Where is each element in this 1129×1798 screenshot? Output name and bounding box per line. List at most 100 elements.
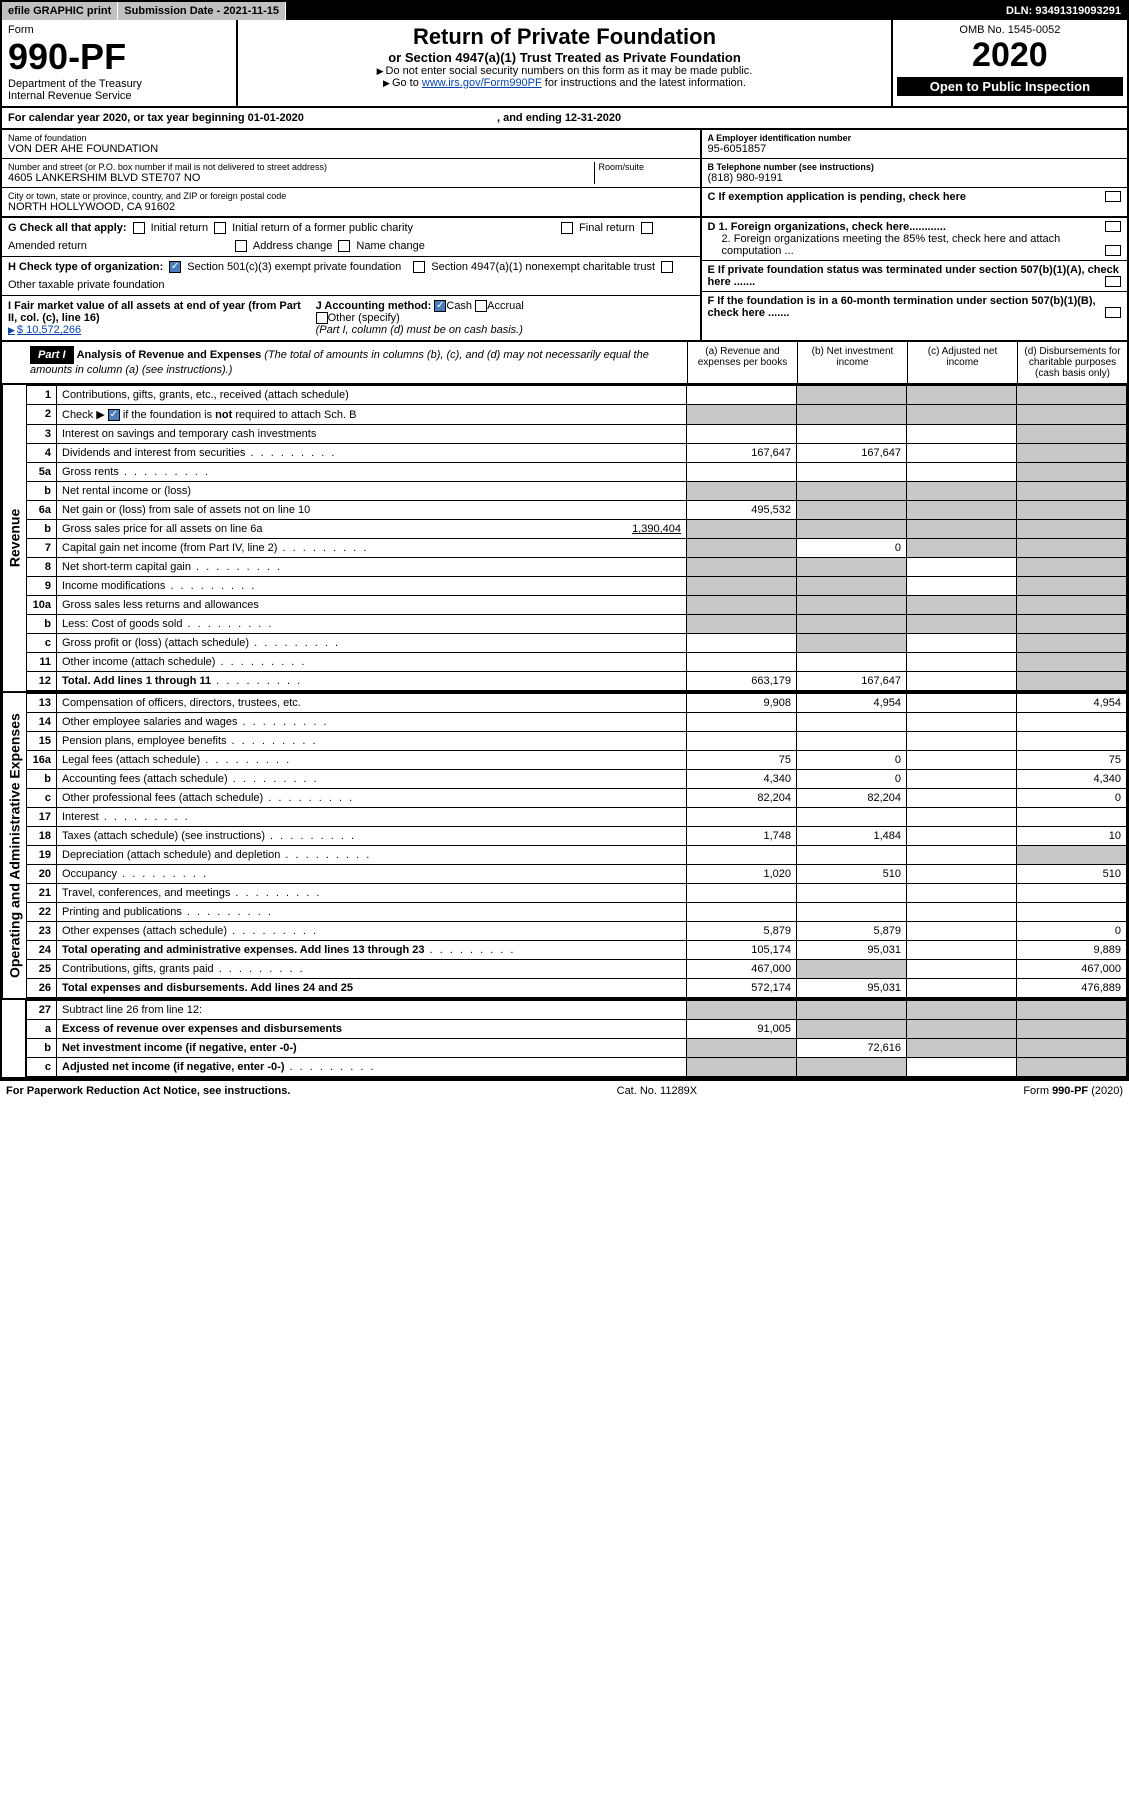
col-d-hdr: (d) Disbursements for charitable purpose…	[1017, 342, 1127, 383]
col-c-hdr: (c) Adjusted net income	[907, 342, 1017, 383]
opt-initial-former: Initial return of a former public charit…	[232, 222, 413, 234]
chk-cash[interactable]	[434, 300, 446, 312]
calendar-year: For calendar year 2020, or tax year begi…	[2, 108, 1127, 130]
line-6b-inline: 1,390,404	[632, 523, 681, 535]
expense-label: Operating and Administrative Expenses	[2, 693, 26, 998]
line-22: 22Printing and publications	[27, 903, 1127, 922]
expense-table: 13Compensation of officers, directors, t…	[26, 693, 1127, 998]
f-label: F If the foundation is in a 60-month ter…	[708, 295, 1096, 319]
line-24: 24Total operating and administrative exp…	[27, 941, 1127, 960]
part1-title-cell: Part I Analysis of Revenue and Expenses …	[26, 342, 687, 383]
opt-other-method: Other (specify)	[328, 312, 400, 324]
line-9: 9Income modifications	[27, 577, 1127, 596]
j-label: J Accounting method:	[316, 300, 432, 312]
top-bar: efile GRAPHIC print Submission Date - 20…	[2, 2, 1127, 20]
line-6b: bGross sales price for all assets on lin…	[27, 520, 1127, 539]
net-table: 27Subtract line 26 from line 12: aExcess…	[26, 1000, 1127, 1077]
d2-checkbox[interactable]	[1105, 245, 1121, 256]
calyear-end: , and ending 12-31-2020	[497, 112, 621, 124]
note2: Go to www.irs.gov/Form990PF for instruct…	[242, 77, 887, 89]
line-10c: cGross profit or (loss) (attach schedule…	[27, 634, 1127, 653]
f-checkbox[interactable]	[1105, 307, 1121, 318]
header-mid: Return of Private Foundation or Section …	[238, 20, 891, 106]
info-right: A Employer identification number 95-6051…	[700, 130, 1128, 216]
e-label: E If private foundation status was termi…	[708, 264, 1119, 288]
footer-left: For Paperwork Reduction Act Notice, see …	[6, 1085, 290, 1097]
part1-header: Part I Analysis of Revenue and Expenses …	[2, 342, 1127, 385]
chk-addr-change[interactable]	[235, 240, 247, 252]
line-12: 12Total. Add lines 1 through 11663,17916…	[27, 672, 1127, 691]
inspection-badge: Open to Public Inspection	[897, 77, 1123, 96]
j-note: (Part I, column (d) must be on cash basi…	[316, 324, 523, 336]
line-16c: cOther professional fees (attach schedul…	[27, 789, 1127, 808]
subtitle: or Section 4947(a)(1) Trust Treated as P…	[242, 50, 887, 65]
line-15: 15Pension plans, employee benefits	[27, 732, 1127, 751]
line-10a: 10aGross sales less returns and allowanc…	[27, 596, 1127, 615]
g-label: G Check all that apply:	[8, 222, 127, 234]
checks-grid: G Check all that apply: Initial return I…	[2, 218, 1127, 342]
chk-501c3[interactable]	[169, 261, 181, 273]
line-10b: bLess: Cost of goods sold	[27, 615, 1127, 634]
form-page: efile GRAPHIC print Submission Date - 20…	[0, 0, 1129, 1081]
opt-addr: Address change	[253, 240, 333, 252]
c-checkbox[interactable]	[1105, 191, 1121, 202]
d1-checkbox[interactable]	[1105, 221, 1121, 232]
efile-print-btn[interactable]: efile GRAPHIC print	[2, 2, 118, 20]
e-checkbox[interactable]	[1105, 276, 1121, 287]
i-label: I Fair market value of all assets at end…	[8, 300, 301, 324]
form-label: Form	[8, 24, 230, 36]
footer-mid: Cat. No. 11289X	[617, 1085, 698, 1097]
line-21: 21Travel, conferences, and meetings	[27, 884, 1127, 903]
chk-initial-former[interactable]	[214, 222, 226, 234]
title: Return of Private Foundation	[242, 24, 887, 50]
chk-schb[interactable]	[108, 409, 120, 421]
line-5a: 5aGross rents	[27, 463, 1127, 482]
chk-4947[interactable]	[413, 261, 425, 273]
ij-row: I Fair market value of all assets at end…	[2, 296, 700, 340]
line-23: 23Other expenses (attach schedule)5,8795…	[27, 922, 1127, 941]
phone-cell: B Telephone number (see instructions) (8…	[702, 159, 1128, 188]
opt-501c3: Section 501(c)(3) exempt private foundat…	[187, 261, 401, 273]
net-section: 27Subtract line 26 from line 12: aExcess…	[2, 1000, 1127, 1079]
line-3: 3Interest on savings and temporary cash …	[27, 425, 1127, 444]
header: Form 990-PF Department of the Treasury I…	[2, 20, 1127, 108]
chk-final[interactable]	[561, 222, 573, 234]
address-cell: Number and street (or P.O. box number if…	[2, 159, 700, 188]
opt-other-tax: Other taxable private foundation	[8, 279, 165, 291]
chk-name-change[interactable]	[338, 240, 350, 252]
footer: For Paperwork Reduction Act Notice, see …	[0, 1081, 1129, 1101]
irs-link[interactable]: www.irs.gov/Form990PF	[422, 77, 542, 89]
chk-accrual[interactable]	[475, 300, 487, 312]
part1-title: Analysis of Revenue and Expenses	[77, 349, 262, 361]
chk-initial[interactable]	[133, 222, 145, 234]
i-value[interactable]: $ 10,572,266	[8, 324, 81, 336]
chk-other-method[interactable]	[316, 312, 328, 324]
d-cell: D 1. Foreign organizations, check here..…	[702, 218, 1128, 261]
city-label: City or town, state or province, country…	[8, 191, 694, 201]
line-19: 19Depreciation (attach schedule) and dep…	[27, 846, 1127, 865]
tax-year: 2020	[897, 36, 1123, 75]
c-cell: C If exemption application is pending, c…	[702, 188, 1128, 206]
line-13: 13Compensation of officers, directors, t…	[27, 694, 1127, 713]
c-label: C If exemption application is pending, c…	[708, 191, 967, 203]
chk-other-tax[interactable]	[661, 261, 673, 273]
submission-date: Submission Date - 2021-11-15	[118, 2, 286, 20]
note1: Do not enter social security numbers on …	[242, 65, 887, 77]
room-label: Room/suite	[599, 162, 694, 172]
dept: Department of the Treasury	[8, 78, 230, 90]
irs: Internal Revenue Service	[8, 90, 230, 102]
note2-suffix: for instructions and the latest informat…	[542, 77, 746, 89]
checks-right: D 1. Foreign organizations, check here..…	[700, 218, 1128, 340]
chk-amended[interactable]	[641, 222, 653, 234]
ein: 95-6051857	[708, 143, 1122, 155]
footer-right: Form 990-PF (2020)	[1023, 1085, 1123, 1097]
addr-label: Number and street (or P.O. box number if…	[8, 162, 594, 172]
address: 4605 LANKERSHIM BLVD STE707 NO	[8, 172, 594, 184]
opt-4947: Section 4947(a)(1) nonexempt charitable …	[431, 261, 655, 273]
name-label: Name of foundation	[8, 133, 694, 143]
revenue-section: Revenue 1Contributions, gifts, grants, e…	[2, 385, 1127, 693]
line-27a: aExcess of revenue over expenses and dis…	[27, 1020, 1127, 1039]
city: NORTH HOLLYWOOD, CA 91602	[8, 201, 694, 213]
line-2: 2Check ▶ if the foundation is not requir…	[27, 405, 1127, 425]
line-16b: bAccounting fees (attach schedule)4,3400…	[27, 770, 1127, 789]
